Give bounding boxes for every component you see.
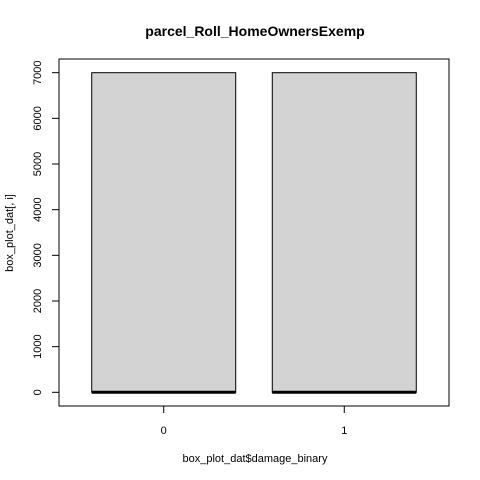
y-axis: 0 1000 2000 3000 4000 5000 6000 7000 [32, 60, 60, 395]
box-1 [271, 72, 417, 394]
y-tick-label: 2000 [32, 289, 44, 313]
y-tick-label: 0 [32, 389, 44, 395]
y-axis-label: box_plot_dat[, i] [4, 194, 16, 272]
y-tick-label: 5000 [32, 152, 44, 176]
boxes-layer [91, 72, 417, 394]
x-tick-label: 0 [161, 425, 167, 437]
box-body [271, 72, 417, 393]
y-tick-label: 3000 [32, 243, 44, 267]
x-tick-label: 1 [341, 425, 347, 437]
box-body [91, 72, 237, 393]
y-tick-label: 1000 [32, 334, 44, 358]
y-tick-label: 4000 [32, 197, 44, 221]
box-0 [91, 72, 237, 394]
y-tick-label: 7000 [32, 60, 44, 84]
y-tick-label: 6000 [32, 106, 44, 130]
x-axis-label: box_plot_dat$damage_binary [183, 453, 328, 465]
chart-title: parcel_Roll_HomeOwnersExemp [145, 23, 364, 39]
